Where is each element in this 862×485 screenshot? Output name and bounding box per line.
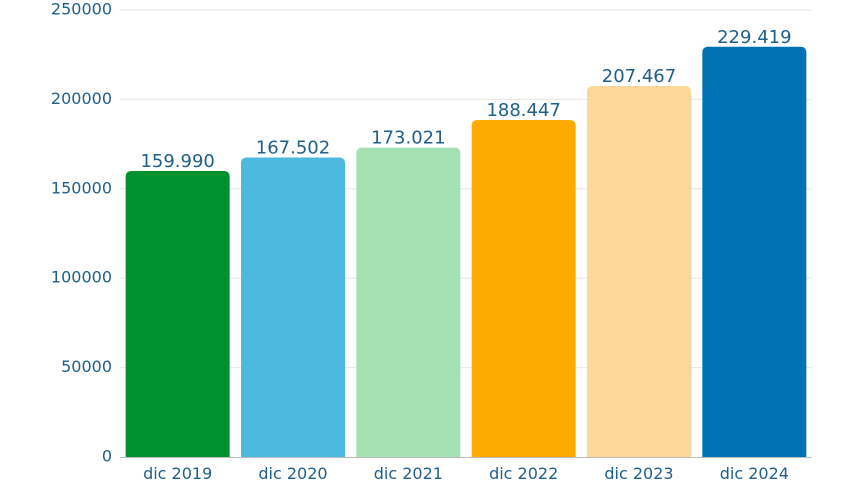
- data-label: 167.502: [256, 138, 330, 159]
- x-tick-label: dic 2020: [258, 464, 327, 483]
- y-tick-label: 150000: [51, 178, 112, 197]
- bar: [702, 46, 807, 457]
- data-label: 188.447: [486, 100, 560, 121]
- data-label: 159.990: [140, 151, 214, 172]
- data-label: 173.021: [371, 128, 445, 149]
- bar: [471, 120, 576, 457]
- bar: [125, 170, 230, 458]
- grid-lines: [120, 9, 812, 369]
- y-tick-label: 250000: [51, 0, 112, 19]
- bar: [587, 86, 691, 457]
- data-label: 207.467: [602, 66, 676, 87]
- x-tick-label: dic 2021: [374, 464, 443, 483]
- x-axis-ticks: dic 2019 dic 2020 dic 2021 dic 2022 dic 2023…: [143, 464, 789, 483]
- y-tick-label: 50000: [61, 357, 112, 376]
- bar: [356, 147, 461, 457]
- x-tick-label: dic 2023: [604, 464, 673, 483]
- y-tick-label: 200000: [51, 89, 112, 108]
- x-tick-label: dic 2024: [720, 464, 789, 483]
- y-axis-ticks: 0 50000 100000 150000 200000 250000: [51, 0, 112, 466]
- y-tick-label: 100000: [51, 268, 112, 287]
- x-tick-label: dic 2022: [489, 464, 558, 483]
- x-tick-label: dic 2019: [143, 464, 212, 483]
- y-tick-label: 0: [102, 447, 112, 466]
- data-label: 229.419: [717, 27, 791, 48]
- bars: [125, 46, 807, 458]
- bar: [241, 157, 345, 458]
- data-labels: 159.990 167.502 173.021 188.447 207.467 229.4…: [140, 27, 791, 172]
